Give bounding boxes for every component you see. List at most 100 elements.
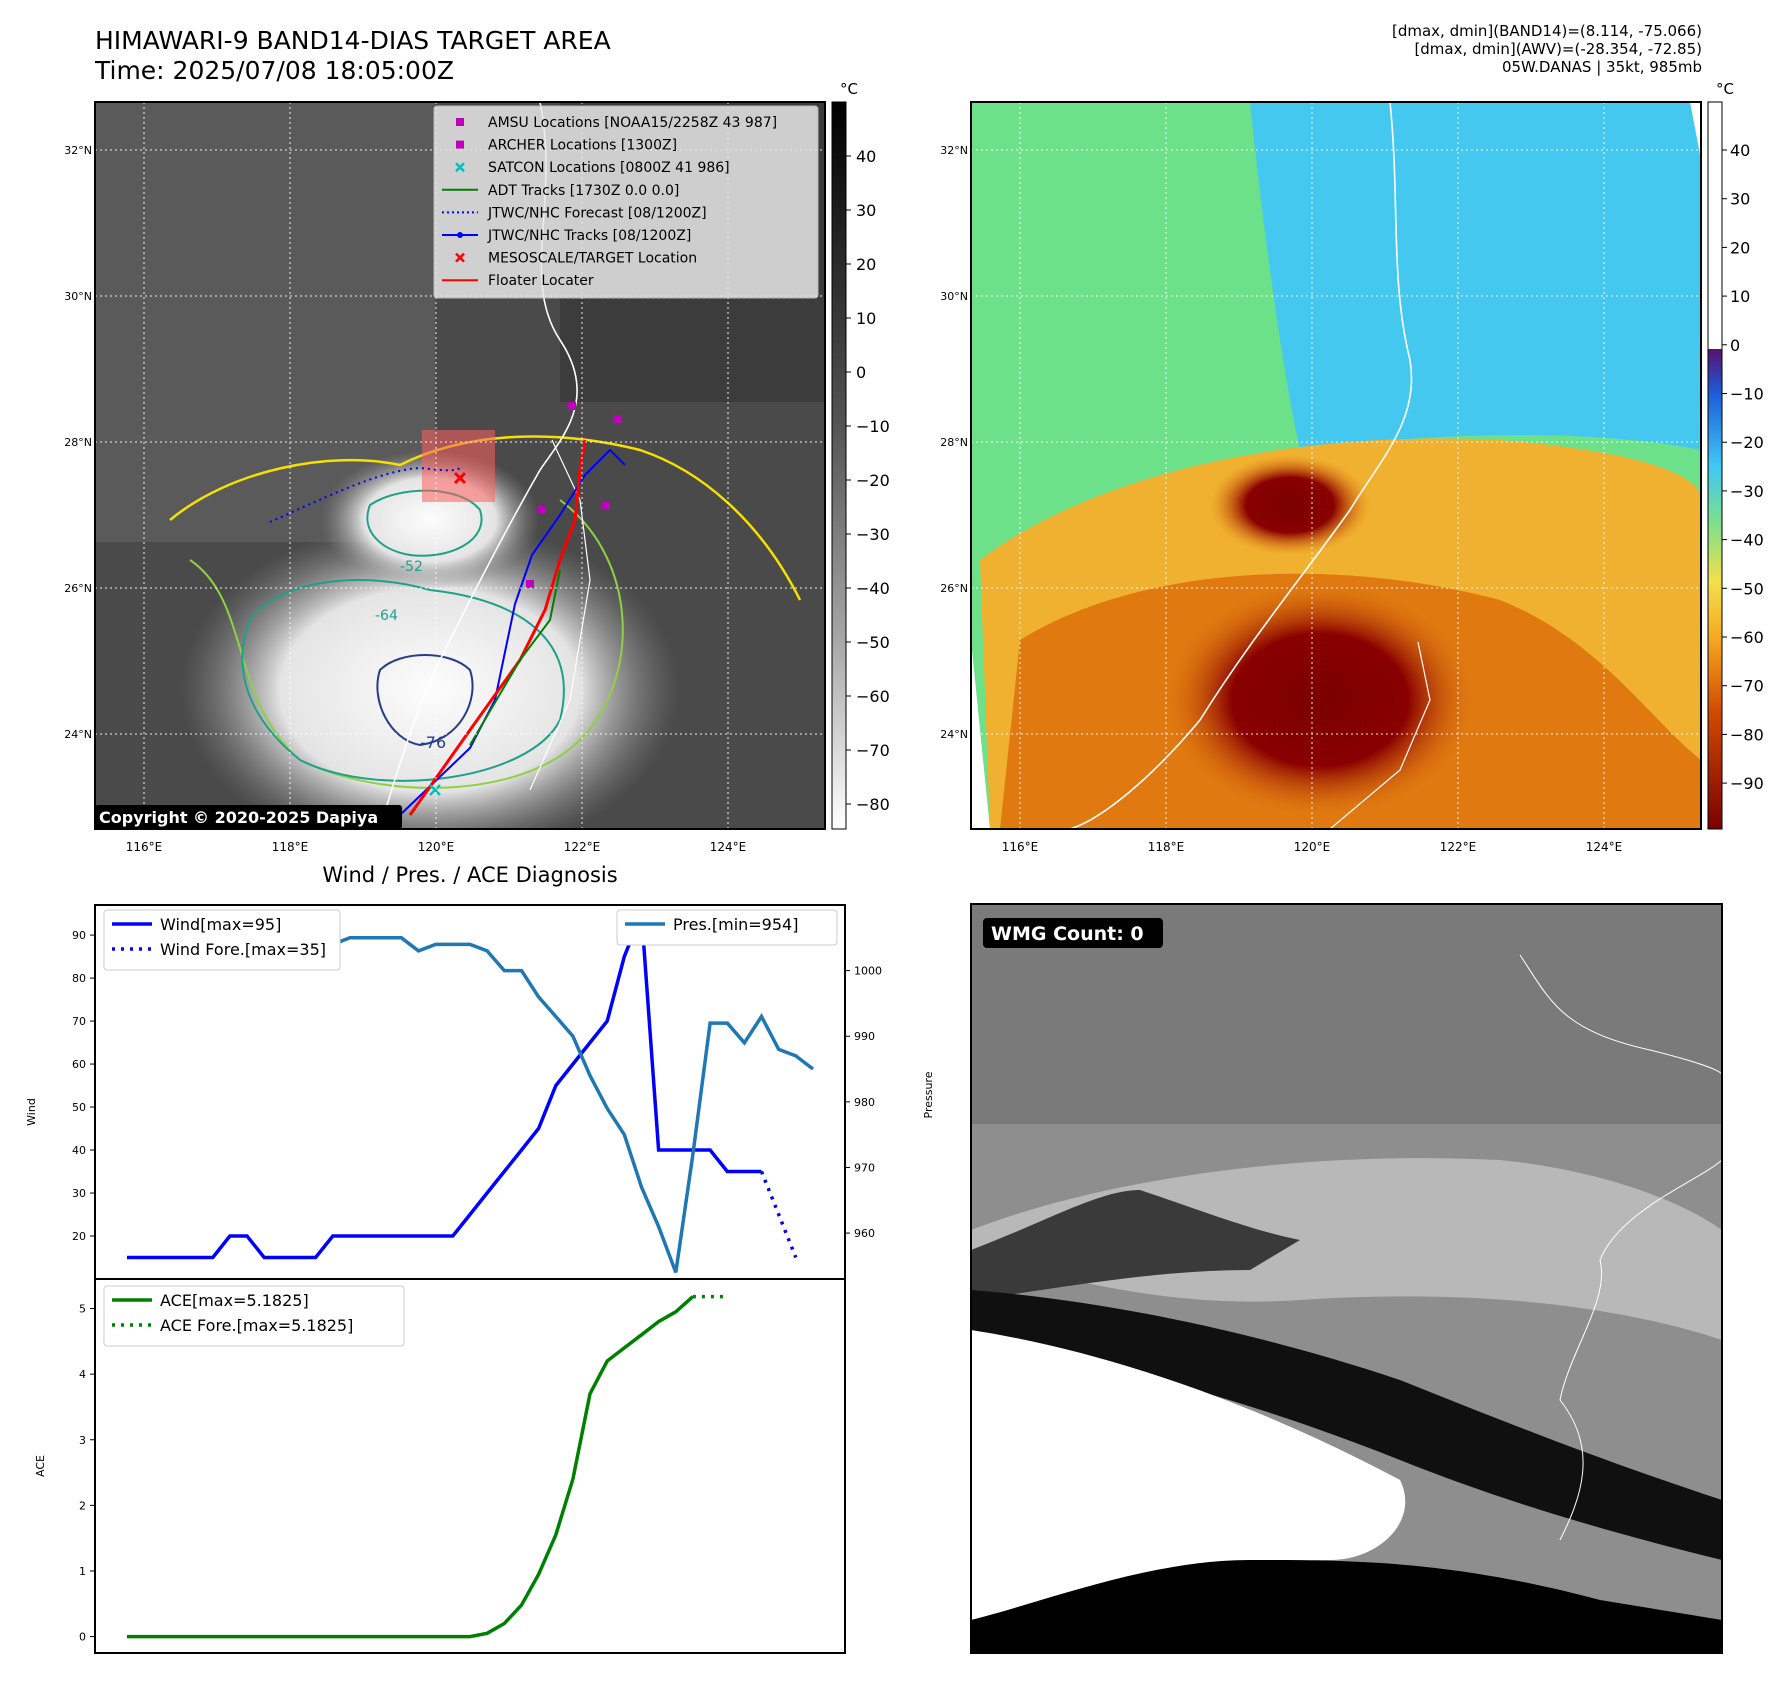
- ir-cbar-tick-label: −20: [856, 471, 890, 490]
- y2-tick-label: 1000: [854, 965, 882, 978]
- legend-label: JTWC/NHC Forecast [08/1200Z]: [487, 205, 707, 221]
- ir-colorbar-ticks: 40 30 20 10 0 −10 −20 −30 −40 −50 −60 −70 −80: [846, 147, 890, 814]
- ir-colorbar-unit: °C: [840, 80, 858, 98]
- lat-label: 24°N: [64, 728, 92, 741]
- lon-label: 124°E: [710, 840, 747, 854]
- wv-coastline: [1069, 102, 1413, 829]
- wv-cbar-tick-label: −20: [1730, 433, 1764, 452]
- wmg-dark-band-2: [971, 1290, 1722, 1560]
- ace-series: [127, 1294, 728, 1639]
- series-line-1: [759, 1170, 798, 1259]
- y-tick-label: 3: [79, 1434, 86, 1447]
- legend-label: JTWC/NHC Tracks [08/1200Z]: [487, 228, 691, 244]
- ir-contour-navy: [376, 654, 474, 747]
- wv-map-panel: °C 403020100−10−20−30−40−50−60−70−80−90 …: [940, 80, 1764, 854]
- lon-label: 116°E: [1002, 840, 1039, 854]
- ir-map-legend: AMSU Locations [NOAA15/2258Z 43 987] ARCH…: [433, 105, 819, 299]
- y2-tick-label: 980: [854, 1096, 875, 1109]
- lat-label: 26°N: [64, 582, 92, 595]
- legend-marker: [455, 162, 465, 173]
- wmg-count-text: WMG Count: 0: [991, 923, 1144, 945]
- ir-cbar-tick-label: −70: [856, 741, 890, 760]
- ir-lon-labels: 116°E 118°E 120°E 122°E 124°E: [126, 840, 747, 854]
- lon-label: 120°E: [418, 840, 455, 854]
- top-right-info: [dmax, dmin](BAND14)=(8.114, -75.066) [d…: [1392, 22, 1702, 76]
- y-tick-label: 0: [79, 1631, 86, 1644]
- legend-label: MESOSCALE/TARGET Location: [488, 251, 697, 267]
- lat-label: 32°N: [64, 144, 92, 157]
- y-tick-label: 2: [79, 1499, 86, 1512]
- info-band14-range: [dmax, dmin](BAND14)=(8.114, -75.066): [1391, 22, 1702, 40]
- contour-label-64: -64: [375, 608, 398, 624]
- lon-label: 116°E: [126, 840, 163, 854]
- wmg-coastline-2: [1559, 1159, 1722, 1541]
- ir-map-panel: -52 -64 -76 AMSU Locations [NOAA15/2258Z…: [64, 80, 890, 854]
- wv-colorbar-ticks: 40 30 20 10 0 −10 −20 −30 −40 −50 −60 −70 −80 −90: [1722, 141, 1764, 793]
- lat-label: 24°N: [940, 728, 968, 741]
- wv-cbar-tick-label: −80: [1730, 725, 1764, 744]
- ir-lat-labels: 32°N 30°N 28°N 26°N 24°N: [64, 144, 92, 741]
- wmg-white-area: [971, 1330, 1406, 1620]
- lon-label: 124°E: [1586, 840, 1623, 854]
- y-tick-label: 70: [72, 1015, 86, 1028]
- ir-map-frame: [94, 101, 826, 830]
- lon-label: 122°E: [1440, 840, 1477, 854]
- contour-label-52: -52: [400, 559, 423, 575]
- copyright-badge: [95, 805, 402, 829]
- wv-cbar-tick-label: −60: [1730, 628, 1764, 647]
- archer-marker-2: [538, 506, 546, 514]
- wv-cbar-tick-label: −50: [1730, 579, 1764, 598]
- y2-tick-label: 970: [854, 1161, 875, 1174]
- legend-label: Floater Locater: [488, 273, 594, 289]
- wind-axis-ticks: 20 30 40 50 60 70 80 90: [72, 929, 95, 1243]
- pressure-axis-label: Pressure: [922, 1071, 935, 1118]
- ir-cbar-tick-label: 30: [856, 201, 876, 220]
- info-storm: 05W.DANAS | 35kt, 985mb: [1501, 58, 1702, 76]
- y-tick-label: 30: [72, 1187, 86, 1200]
- wv-colorbar-unit: °C: [1716, 80, 1734, 98]
- wv-lat-labels: 32°N 30°N 28°N 26°N 24°N: [940, 144, 968, 741]
- ace-legend: ACE[max=5.1825] ACE Fore.[max=5.1825]: [103, 1285, 405, 1347]
- jtwc-forecast-track: [269, 466, 461, 523]
- legend-box: [103, 1285, 405, 1347]
- lat-label: 28°N: [64, 436, 92, 449]
- wv-field-blue: [1250, 102, 1701, 450]
- lat-label: 30°N: [940, 290, 968, 303]
- wv-cbar-tick-label: 30: [1730, 190, 1750, 209]
- ir-cbar-tick-label: −10: [856, 417, 890, 436]
- legend-label: SATCON Locations [0800Z 41 986]: [488, 160, 730, 176]
- legend-label: Wind Fore.[max=35]: [160, 940, 326, 959]
- y2-tick-label: 990: [854, 1030, 875, 1043]
- y-tick-label: 50: [72, 1101, 86, 1114]
- legend-label: ARCHER Locations [1300Z]: [488, 138, 677, 154]
- wv-cbar-tick-label: −90: [1730, 774, 1764, 793]
- ir-cbar-tick-label: −50: [856, 633, 890, 652]
- wv-core-north: [1210, 455, 1370, 555]
- ir-cbar-tick-label: 10: [856, 309, 876, 328]
- target-location-marker: [453, 471, 467, 485]
- ir-cbar-tick-label: 40: [856, 147, 876, 166]
- legend-marker: [456, 118, 464, 126]
- ace-axis-label: ACE: [34, 1455, 47, 1477]
- floater-track: [408, 439, 587, 816]
- y-tick-label: 60: [72, 1058, 86, 1071]
- wind-pressure-chart: 20 30 40 50 60 70 80 90 960 970 980 990 1000 Wind P…: [25, 904, 935, 1280]
- wv-cbar-tick-label: −10: [1730, 385, 1764, 404]
- wmg-count-badge: [983, 918, 1163, 948]
- lat-label: 26°N: [940, 582, 968, 595]
- legend-label: Wind[max=95]: [160, 915, 281, 934]
- page-title: HIMAWARI-9 BAND14-DIAS TARGET AREA Time:…: [95, 26, 611, 86]
- wmg-coastline-1: [1519, 954, 1722, 1076]
- series-line-0: [127, 1295, 695, 1639]
- legend-marker: [455, 252, 465, 263]
- legend-label: AMSU Locations [NOAA15/2258Z 43 987]: [488, 115, 777, 131]
- satcon-marker: [429, 784, 441, 796]
- legend-label: Pres.[min=954]: [673, 915, 798, 934]
- lon-label: 120°E: [1294, 840, 1331, 854]
- wv-cbar-tick-label: −30: [1730, 482, 1764, 501]
- wv-cbar-tick-label: 0: [1730, 336, 1740, 355]
- wv-cbar-tick-label: −40: [1730, 531, 1764, 550]
- y2-tick-label: 960: [854, 1227, 875, 1240]
- amsu-marker-2: [614, 415, 622, 423]
- wind-legend: Wind[max=95] Wind Fore.[max=35]: [103, 909, 341, 971]
